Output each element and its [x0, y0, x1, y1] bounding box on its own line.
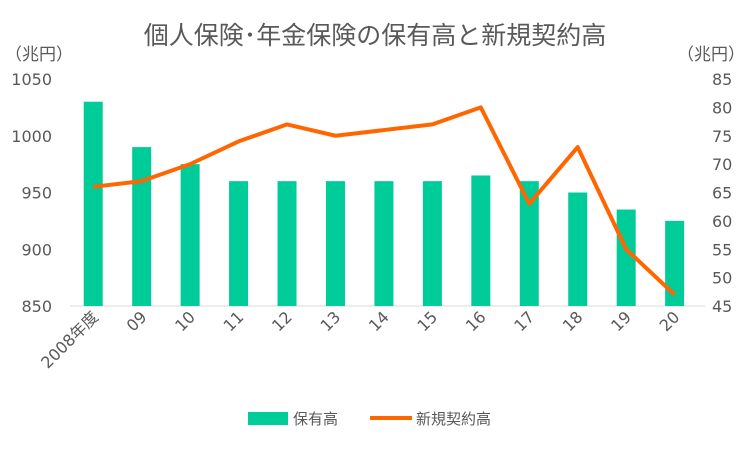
x-tick-label: 19 [607, 307, 635, 335]
x-tick-label: 09 [123, 307, 151, 335]
right-tick-label: 45 [712, 297, 732, 316]
bar [665, 220, 685, 306]
bar [374, 181, 394, 306]
x-tick-label: 18 [559, 307, 587, 335]
x-tick-label: 10 [171, 307, 199, 335]
right-tick-label: 60 [712, 212, 732, 231]
bar [277, 181, 297, 306]
right-tick-label: 55 [712, 240, 732, 259]
right-tick-label: 65 [712, 184, 732, 203]
legend-swatch-bar [248, 412, 288, 425]
left-tick-label: 950 [21, 184, 52, 203]
left-tick-label: 850 [21, 297, 52, 316]
bar [83, 101, 103, 306]
right-tick-label: 75 [712, 127, 732, 146]
bar [229, 181, 249, 306]
right-axis-unit: （兆円） [677, 45, 745, 65]
x-tick-label: 11 [220, 307, 248, 335]
chart-title: 個人保険･年金保険の保有高と新規契約高 [144, 21, 607, 50]
right-tick-label: 50 [712, 269, 732, 288]
left-tick-label: 900 [21, 240, 52, 259]
line-series [92, 105, 676, 297]
x-tick-label: 17 [510, 307, 538, 335]
x-tick-label: 2008年度 [37, 307, 102, 372]
x-tick-label: 15 [413, 307, 441, 335]
bar [325, 181, 345, 306]
bar [180, 164, 200, 306]
bar [519, 181, 539, 306]
left-tick-label: 1000 [11, 127, 52, 146]
x-tick-label: 13 [316, 307, 344, 335]
right-tick-label: 80 [712, 98, 732, 117]
legend-label-line: 新規契約高 [416, 410, 491, 428]
left-tick-label: 1050 [11, 70, 52, 89]
right-tick-label: 70 [712, 155, 732, 174]
x-tick-label: 14 [365, 307, 393, 335]
x-tick-label: 12 [268, 307, 296, 335]
left-axis-unit: （兆円） [5, 45, 73, 65]
x-tick-label: 16 [462, 307, 490, 335]
bar [471, 175, 491, 306]
right-tick-label: 85 [712, 70, 732, 89]
bar [616, 209, 636, 306]
legend: 保有高 新規契約高 [248, 410, 491, 428]
x-tick-label: 20 [656, 307, 684, 335]
bar [422, 181, 442, 306]
bar [132, 147, 152, 306]
bar [568, 192, 588, 306]
legend-label-bar: 保有高 [293, 410, 338, 428]
